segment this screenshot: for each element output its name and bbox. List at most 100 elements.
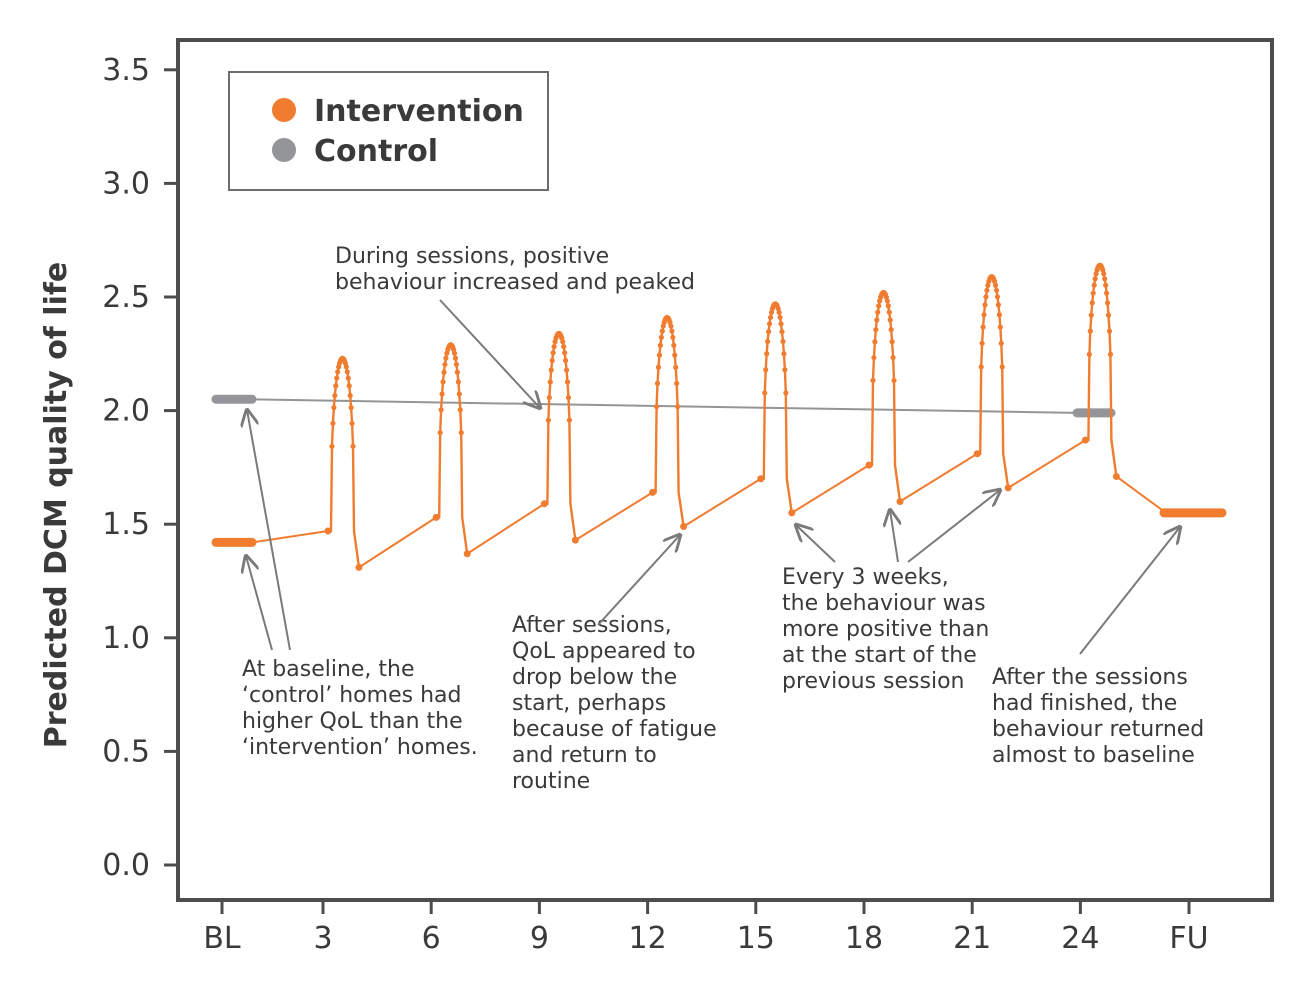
intervention-session-curve <box>544 332 577 541</box>
intervention-point <box>668 323 674 329</box>
intervention-series <box>211 262 1227 571</box>
intervention-connector <box>1115 475 1167 514</box>
intervention-point <box>346 383 352 389</box>
x-tick-label: FU <box>1169 921 1208 956</box>
intervention-session-curve <box>436 343 469 554</box>
intervention-point <box>765 329 772 335</box>
intervention-session-curve <box>1085 263 1118 477</box>
intervention-connector <box>683 477 762 528</box>
intervention-point <box>441 369 447 375</box>
intervention-point <box>345 375 351 381</box>
intervention-point <box>1102 276 1108 282</box>
intervention-session-curve <box>327 356 361 568</box>
intervention-point <box>334 375 340 381</box>
intervention-point <box>984 287 990 293</box>
intervention-point <box>560 339 566 345</box>
x-tick-label: 15 <box>737 921 775 956</box>
intervention-point <box>888 327 894 333</box>
intervention-point <box>873 327 879 333</box>
intervention-session-curve <box>868 291 902 502</box>
annotation-arrow <box>247 410 291 651</box>
intervention-session-curve <box>652 316 685 527</box>
intervention-point <box>443 355 449 361</box>
intervention-point <box>550 350 556 356</box>
annotation-2: At baseline, the ‘control’ homes had highe… <box>242 657 478 760</box>
control-series <box>211 394 1116 418</box>
intervention-point <box>657 342 663 348</box>
intervention-point <box>997 324 1003 330</box>
intervention-point <box>1091 282 1097 288</box>
intervention-point <box>454 369 461 375</box>
intervention-connector <box>899 452 978 503</box>
intervention-point <box>674 380 680 386</box>
intervention-point <box>331 405 337 411</box>
intervention-point <box>887 317 893 323</box>
intervention-point <box>1088 312 1094 318</box>
intervention-point <box>783 390 789 396</box>
intervention-connector <box>358 516 437 569</box>
x-tick-label: 12 <box>629 921 667 956</box>
intervention-point <box>348 405 354 411</box>
annotation-arrow <box>1079 527 1180 655</box>
intervention-point <box>979 340 985 346</box>
intervention-point <box>442 361 448 368</box>
annotation-1: During sessions, positive behaviour incre… <box>335 244 695 295</box>
intervention-point <box>672 352 678 358</box>
intervention-point <box>981 312 987 318</box>
intervention-point <box>780 338 786 345</box>
y-tick-label: 2.0 <box>102 394 150 429</box>
intervention-point <box>782 367 788 373</box>
intervention-point <box>999 364 1005 370</box>
annotation-arrow <box>597 535 680 626</box>
intervention-point <box>1107 351 1114 357</box>
intervention-point <box>561 344 567 350</box>
annotation-4: Every 3 weeks, the behaviour was more posi… <box>782 565 989 694</box>
intervention-point <box>347 392 353 399</box>
x-tick-label: 6 <box>422 921 441 956</box>
annotation-arrow <box>907 490 1000 563</box>
intervention-point <box>343 364 349 370</box>
intervention-point <box>349 420 355 427</box>
intervention-point <box>776 309 782 316</box>
intervention-point <box>455 379 461 385</box>
intervention-point <box>453 361 460 368</box>
intervention-point <box>870 377 876 384</box>
intervention-point <box>1104 290 1110 296</box>
intervention-point <box>779 329 785 335</box>
intervention-point <box>982 302 988 308</box>
intervention-point <box>653 404 660 410</box>
y-axis-label: Predicted DCM quality of life <box>39 262 74 749</box>
intervention-point <box>1092 276 1098 282</box>
intervention-point <box>762 390 768 396</box>
intervention-point <box>563 357 569 364</box>
intervention-point <box>1103 282 1109 288</box>
intervention-point <box>452 355 459 361</box>
intervention-connector <box>574 491 654 541</box>
intervention-point <box>876 303 882 309</box>
intervention-point <box>566 417 573 423</box>
y-tick-label: 0.5 <box>102 734 150 769</box>
annotation-arrow <box>796 525 836 563</box>
intervention-point <box>871 354 877 361</box>
intervention-point <box>765 338 771 345</box>
y-tick-label: 0.0 <box>102 848 150 883</box>
intervention-point <box>874 317 880 323</box>
intervention-point <box>1087 328 1093 334</box>
intervention-point <box>545 417 551 423</box>
intervention-connector <box>466 502 545 555</box>
intervention-point <box>994 294 1001 300</box>
intervention-point <box>669 328 675 334</box>
intervention-point <box>457 407 463 413</box>
intervention-point <box>886 309 892 315</box>
intervention-point <box>1104 300 1111 306</box>
legend-intervention-label: Intervention <box>314 94 524 129</box>
legend: Intervention Control <box>228 71 549 191</box>
x-tick-label: BL <box>203 921 241 956</box>
y-tick-label: 3.0 <box>102 166 150 201</box>
intervention-point <box>995 302 1002 308</box>
intervention-point <box>875 309 881 315</box>
intervention-point <box>778 321 784 327</box>
intervention-point <box>333 383 339 389</box>
intervention-point <box>548 367 554 373</box>
intervention-connector <box>1007 439 1086 489</box>
